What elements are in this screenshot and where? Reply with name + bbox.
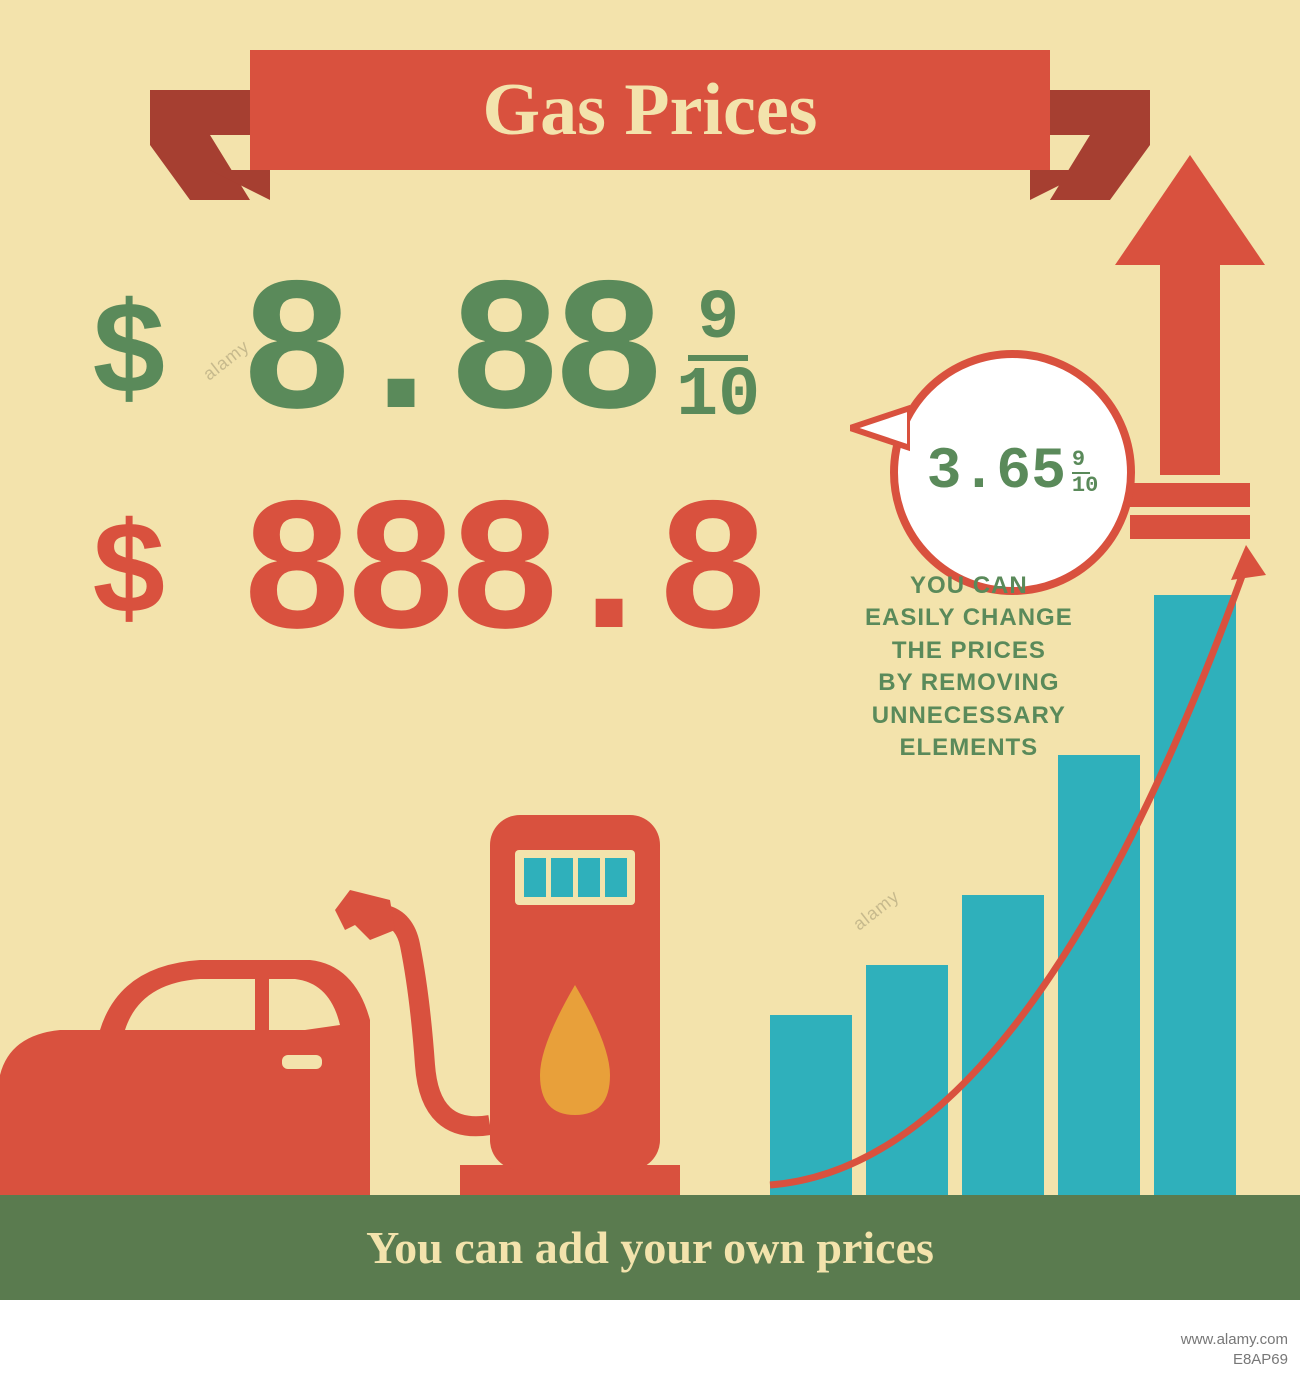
curve-arrow-icon — [750, 535, 1276, 1195]
dollar-sign-icon: $ — [90, 504, 160, 651]
price-value-red: 888.8 — [240, 470, 760, 685]
stock-id: E8AP69 — [1233, 1351, 1288, 1368]
ribbon-body: Gas Prices — [250, 50, 1050, 170]
callout-fraction: 9 10 — [1072, 450, 1098, 496]
infographic-canvas: Gas Prices $ 8.88 9 10 $ 888.8 3.65 9 10 — [0, 0, 1300, 1300]
car-icon — [0, 935, 370, 1195]
footer-text: You can add your own prices — [366, 1221, 934, 1274]
footer-strip: You can add your own prices — [0, 1195, 1300, 1300]
dollar-sign-icon: $ — [90, 284, 160, 431]
gas-pump-icon — [400, 795, 700, 1195]
fraction-bottom: 10 — [676, 365, 760, 428]
title-ribbon: Gas Prices — [210, 50, 1090, 170]
ribbon-fold-right — [1030, 170, 1090, 200]
fraction-top: 9 — [697, 288, 739, 351]
price-fraction-green: 9 10 — [676, 288, 760, 428]
callout-frac-bottom: 10 — [1072, 476, 1098, 496]
up-arrow-icon — [1115, 155, 1265, 539]
price-display-green: $ 8.88 9 10 — [90, 250, 760, 465]
callout-value: 3.65 — [927, 440, 1066, 505]
price-value-green: 8.88 — [240, 250, 656, 465]
callout-frac-top: 9 — [1072, 450, 1098, 470]
price-display-red: $ 888.8 — [90, 470, 760, 685]
stock-url: www.alamy.com — [1181, 1331, 1288, 1348]
callout-pointer-icon — [850, 398, 910, 458]
ribbon-fold-left — [210, 170, 270, 200]
ribbon-title: Gas Prices — [483, 68, 818, 153]
